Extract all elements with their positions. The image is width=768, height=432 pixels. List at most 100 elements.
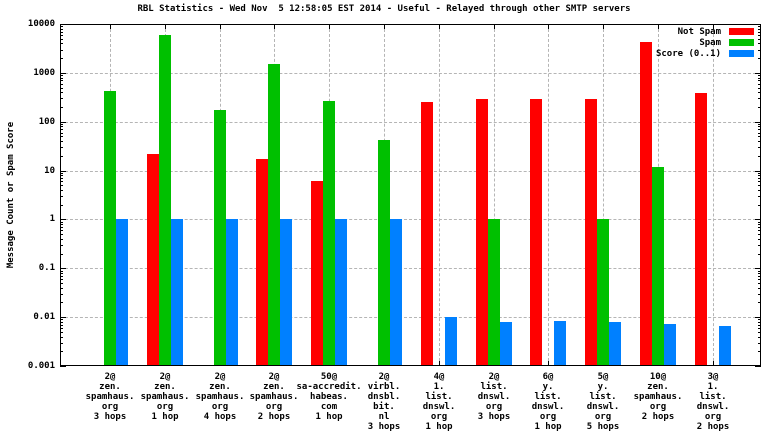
x-tick xyxy=(439,24,440,29)
y-minor-tick xyxy=(758,351,761,352)
x-category-label: 4@ 1. list. dnswl. org 1 hop xyxy=(389,372,489,432)
y-minor-tick xyxy=(60,279,63,280)
y-minor-tick xyxy=(60,133,63,134)
x-category-label-line: dnswl. xyxy=(586,402,620,412)
y-minor-tick xyxy=(758,224,761,225)
x-category-label-line: com xyxy=(320,402,338,412)
y-minor-tick xyxy=(758,254,761,255)
y-minor-tick xyxy=(758,136,761,137)
bar-spam xyxy=(268,64,280,365)
x-category-label-line: bit. xyxy=(373,402,395,412)
y-minor-tick xyxy=(758,58,761,59)
y-minor-tick xyxy=(758,205,761,206)
y-minor-tick xyxy=(60,283,63,284)
x-tick xyxy=(494,24,495,29)
y-minor-tick xyxy=(60,273,63,274)
y-minor-tick xyxy=(758,245,761,246)
y-minor-tick xyxy=(60,107,63,108)
y-minor-tick xyxy=(758,107,761,108)
y-major-tick xyxy=(60,219,66,220)
x-category-label-line: zen. xyxy=(209,382,231,392)
bar-spam xyxy=(652,167,664,365)
y-minor-tick xyxy=(758,185,761,186)
y-minor-tick xyxy=(60,332,63,333)
y-minor-tick xyxy=(758,283,761,284)
x-category-label-line: org xyxy=(485,402,503,412)
x-category-label-line: dnswl. xyxy=(531,402,565,412)
y-major-tick xyxy=(60,366,66,367)
y-minor-tick xyxy=(60,196,63,197)
y-major-tick xyxy=(755,73,761,74)
x-category-label-line: habeas. xyxy=(310,392,348,402)
y-major-tick xyxy=(755,122,761,123)
y-minor-tick xyxy=(758,337,761,338)
y-tick-label: 0.001 xyxy=(27,361,55,371)
y-minor-tick xyxy=(60,78,63,79)
x-gridline xyxy=(439,24,440,366)
y-minor-tick xyxy=(758,92,761,93)
x-tick xyxy=(713,24,714,29)
y-minor-tick xyxy=(758,302,761,303)
bar-not-spam xyxy=(695,93,707,365)
y-minor-tick xyxy=(758,35,761,36)
x-category-label: 2@ zen. spamhaus. org 4 hops xyxy=(170,372,270,422)
chart-title: RBL Statistics - Wed Nov 5 12:58:05 EST … xyxy=(137,4,631,14)
y-minor-tick xyxy=(758,230,761,231)
y-minor-tick xyxy=(758,124,761,125)
y-minor-tick xyxy=(60,239,63,240)
legend-swatch xyxy=(729,28,754,35)
y-minor-tick xyxy=(60,129,63,130)
bar-score xyxy=(609,322,621,365)
x-category-label-line: zen. xyxy=(263,382,285,392)
y-minor-tick xyxy=(60,178,63,179)
y-minor-tick xyxy=(60,39,63,40)
y-minor-tick xyxy=(758,328,761,329)
y-minor-tick xyxy=(60,276,63,277)
y-minor-tick xyxy=(60,205,63,206)
bar-not-spam xyxy=(640,42,652,365)
y-minor-tick xyxy=(758,322,761,323)
y-minor-tick xyxy=(758,319,761,320)
x-category-label-line: 1 hop xyxy=(315,412,343,422)
x-category-label: 50@ sa-accredit. habeas. com 1 hop xyxy=(279,372,379,422)
x-category-label-line: dnsbl. xyxy=(367,392,401,402)
y-minor-tick xyxy=(758,78,761,79)
y-minor-tick xyxy=(60,337,63,338)
x-category-label-line: list. xyxy=(534,392,562,402)
x-category-label-line: spamhaus. xyxy=(140,392,190,402)
y-minor-tick xyxy=(60,50,63,51)
y-minor-tick xyxy=(60,75,63,76)
y-tick-label: 0.01 xyxy=(33,312,55,322)
y-minor-tick xyxy=(60,141,63,142)
x-category-label-line: dnswl. xyxy=(477,392,511,402)
x-category-label-line: spamhaus. xyxy=(85,392,135,402)
x-category-label-line: zen. xyxy=(647,382,669,392)
y-minor-tick xyxy=(60,322,63,323)
x-category-label-line: list. xyxy=(699,392,727,402)
y-major-tick xyxy=(755,317,761,318)
legend-label: Spam xyxy=(699,37,721,48)
x-category-label: 10@ zen. spamhaus. org 2 hops xyxy=(608,372,708,422)
y-minor-tick xyxy=(758,147,761,148)
bar-spam xyxy=(214,110,226,365)
y-minor-tick xyxy=(758,276,761,277)
bar-spam xyxy=(323,101,335,365)
x-category-label-line: dnswl. xyxy=(422,402,456,412)
y-tick-label: 10 xyxy=(44,166,55,176)
y-minor-tick xyxy=(60,136,63,137)
y-minor-tick xyxy=(60,84,63,85)
y-minor-tick xyxy=(758,43,761,44)
x-gridline xyxy=(548,24,549,366)
x-category-label-line: 1. xyxy=(433,382,445,392)
y-minor-tick xyxy=(60,126,63,127)
y-minor-tick xyxy=(60,35,63,36)
legend-row: Score (0..1) xyxy=(656,48,754,59)
x-tick xyxy=(110,24,111,29)
y-minor-tick xyxy=(758,26,761,27)
x-category-label-line: 2@ xyxy=(488,372,500,382)
y-minor-tick xyxy=(60,156,63,157)
x-category-label-line: 3 hops xyxy=(93,412,127,422)
y-minor-tick xyxy=(758,190,761,191)
y-minor-tick xyxy=(60,230,63,231)
y-minor-tick xyxy=(758,178,761,179)
